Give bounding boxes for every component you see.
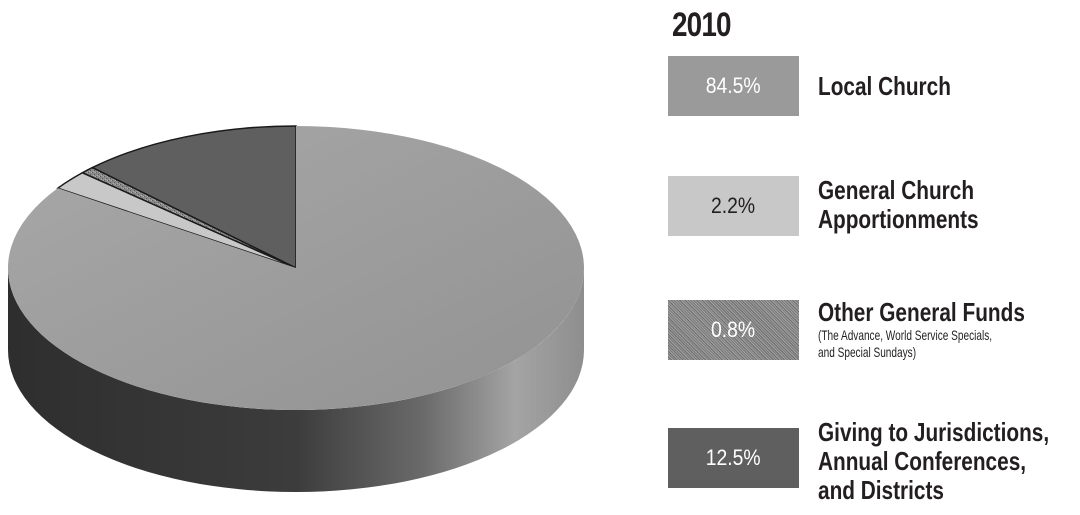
legend-label: General Church Apportionments [818, 176, 979, 234]
slice-percent-label: 12.5% [706, 445, 761, 470]
legend-label: Local Church [818, 71, 951, 101]
legend-swatch: 2.2% [668, 176, 799, 236]
pie-chart-svg [7, 125, 584, 492]
legend-label-line: General Church [818, 175, 975, 205]
legend-label-line: Apportionments [818, 204, 979, 234]
legend-label-line: Other General Funds [818, 297, 1025, 327]
legend-label-line: Annual Conferences, [818, 446, 1027, 476]
legend-label: Other General Funds (The Advance, World … [818, 298, 1025, 361]
chart-title: 2010 [672, 6, 732, 44]
legend-label-line: and Districts [818, 475, 944, 505]
slice-percent-label: 84.5% [706, 73, 761, 98]
legend-note-line: and Special Sundays) [818, 344, 917, 360]
slice-percent-label: 0.8% [711, 317, 756, 342]
pie-slice-local-church [7, 126, 584, 410]
legend-swatch: 12.5% [668, 428, 799, 488]
pie-slice-general-church-apportionments [56, 171, 297, 269]
legend-swatch: 84.5% [668, 56, 799, 116]
legend-swatch: 0.8% [668, 300, 799, 360]
legend-label-line: Giving to Jurisdictions, [818, 417, 1050, 447]
legend-label: Giving to Jurisdictions, Annual Conferen… [818, 418, 1049, 505]
pie-side-wall [8, 268, 584, 492]
pie-slice-giving-to-jurisdictions-annual-conferences-and-districts [90, 125, 297, 270]
legend-note-line: (The Advance, World Service Specials, [818, 327, 993, 343]
pie-chart [7, 125, 584, 492]
slice-percent-label: 2.2% [711, 193, 756, 218]
